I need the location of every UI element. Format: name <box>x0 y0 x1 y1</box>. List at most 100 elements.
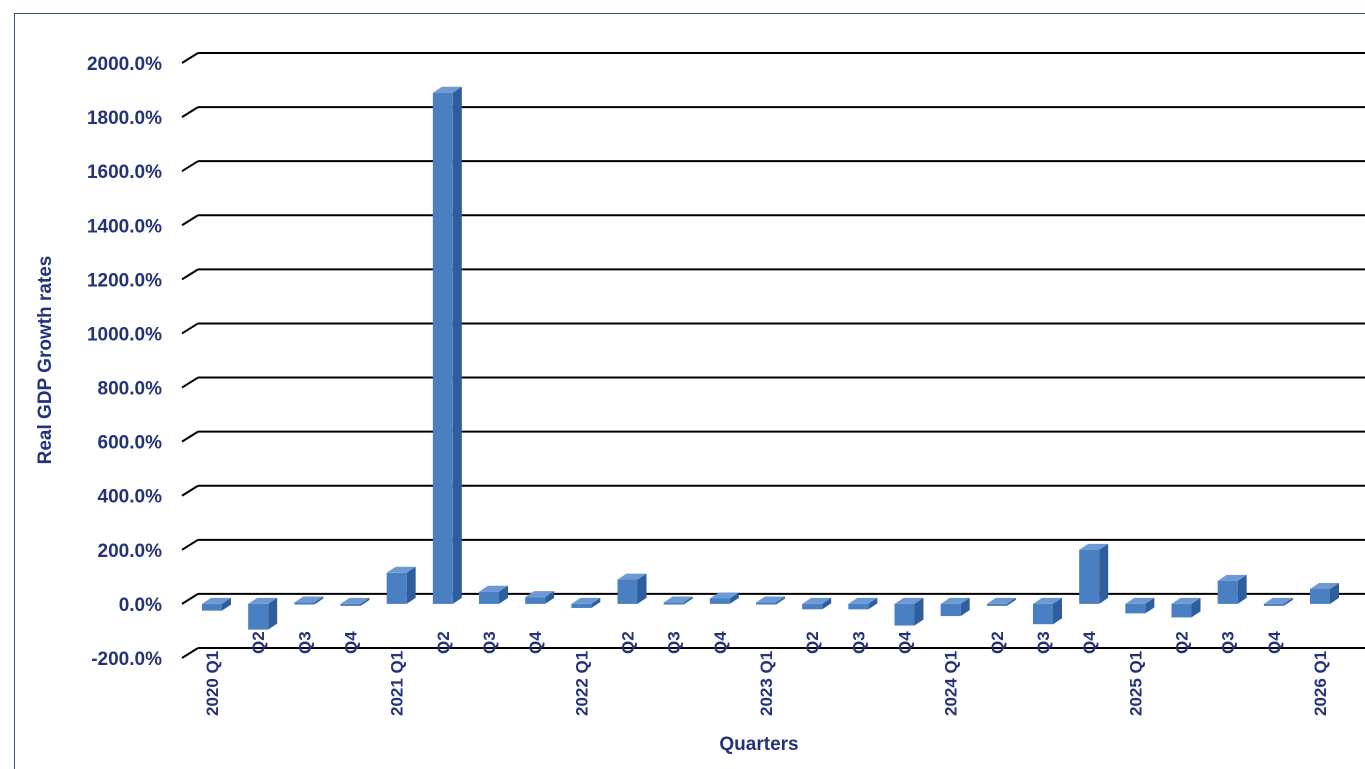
bar-side <box>960 597 970 617</box>
bar <box>432 86 462 604</box>
bar-front <box>617 579 638 604</box>
bar <box>248 597 278 630</box>
y-tick-label: -200.0% <box>91 649 162 670</box>
bar <box>663 596 693 605</box>
x-category-label: Q4 <box>342 631 361 654</box>
bar <box>386 566 416 604</box>
bar-front <box>1079 549 1100 604</box>
x-category-label: 2023 Q1 <box>757 651 776 716</box>
bar-side <box>1099 543 1109 604</box>
bar-side <box>406 566 416 604</box>
bar <box>525 591 555 604</box>
bar-side <box>776 596 785 605</box>
y-tick-label: 400.0% <box>98 487 163 508</box>
bar-top <box>617 573 647 580</box>
bar-side <box>1191 597 1201 618</box>
bar-side <box>683 596 693 605</box>
x-category-label: Q3 <box>849 631 868 654</box>
bar <box>202 597 231 611</box>
bar-top <box>894 597 924 604</box>
y-tick-label: 600.0% <box>98 433 163 454</box>
x-axis-categories: 2020 Q1 Q2 Q3 Q4 2021 Q1 Q2 Q3 Q4 2022 Q1 Q2 Q3 Q4 2… <box>203 631 1330 716</box>
x-category-label: Q3 <box>480 631 499 654</box>
bar <box>1079 543 1109 604</box>
x-category-label: 2026 Q1 <box>1311 651 1330 716</box>
bar-side <box>545 591 555 604</box>
bar-side <box>914 597 924 626</box>
gridline-depth <box>181 322 199 335</box>
bar-front <box>848 603 869 610</box>
bar-top <box>1171 597 1201 604</box>
bar <box>894 597 924 626</box>
x-category-label: Q4 <box>526 631 545 654</box>
bar-side <box>868 597 878 610</box>
bar-top <box>1079 543 1109 550</box>
bar-top <box>756 596 785 603</box>
y-tick-label: 2000.0% <box>87 54 162 75</box>
bar-front <box>1263 603 1284 606</box>
x-category-label: Q2 <box>249 631 268 654</box>
y-tick-label: 1000.0% <box>87 324 162 345</box>
bar-front <box>479 591 499 604</box>
bar-side <box>1237 574 1247 604</box>
bar-front <box>940 603 961 617</box>
x-category-label: Q4 <box>1080 631 1099 654</box>
x-category-label: Q2 <box>1173 631 1192 654</box>
gridline-depth <box>181 376 199 389</box>
bar-front <box>1125 603 1146 614</box>
bar-top <box>1033 597 1062 604</box>
bar-front <box>663 602 684 605</box>
bar-side <box>1330 583 1339 604</box>
x-category-label: 2021 Q1 <box>388 651 407 716</box>
bar-top <box>1310 583 1339 590</box>
x-category-label: 2025 Q1 <box>1126 651 1145 716</box>
y-tick-label: 200.0% <box>98 541 163 562</box>
bar <box>802 597 832 610</box>
bar-top <box>294 596 324 603</box>
x-category-label: Q2 <box>434 631 453 654</box>
bar-front <box>1310 589 1330 604</box>
y-axis-title: Real GDP Growth rates <box>35 256 56 465</box>
bar <box>617 573 647 604</box>
x-category-label: Q2 <box>803 631 822 654</box>
y-tick-label: 0.0% <box>119 595 162 616</box>
y-tick-label: 800.0% <box>98 379 163 400</box>
bar-front <box>986 603 1007 606</box>
bar-top <box>986 597 1016 604</box>
bar-top <box>479 585 508 592</box>
bar-top <box>386 566 416 573</box>
x-axis-title: Quarters <box>719 734 798 755</box>
gridline-depth <box>181 538 199 551</box>
x-category-label: Q3 <box>1219 631 1238 654</box>
bar-front <box>571 603 592 608</box>
bar <box>1033 597 1062 625</box>
bar <box>848 597 878 610</box>
bar-front <box>294 602 315 605</box>
bar-side <box>1053 597 1062 625</box>
bar <box>986 597 1016 606</box>
bar <box>1310 583 1339 604</box>
gridlines <box>181 52 1365 659</box>
bar-front <box>386 572 407 604</box>
bar-top <box>663 596 693 603</box>
bar <box>940 597 970 617</box>
bar-front <box>525 597 546 604</box>
bar <box>479 585 508 604</box>
bar <box>340 597 370 606</box>
gridline-depth <box>181 647 199 659</box>
bar-side <box>222 597 231 611</box>
gridline-depth <box>181 484 199 497</box>
bar-front <box>432 92 453 604</box>
bar-front <box>709 598 730 604</box>
gridline-depth <box>181 593 199 605</box>
bar <box>756 596 785 605</box>
bar-top <box>1125 597 1155 604</box>
y-axis-ticks: -200.0% 0.0% 200.0% 400.0% 600.0% 800.0% 1000.… <box>87 54 162 670</box>
bar-top <box>709 592 739 599</box>
bar-side <box>637 573 647 604</box>
bar-side <box>1283 597 1293 606</box>
x-category-label: Q4 <box>896 631 915 654</box>
bars <box>202 86 1339 630</box>
bar-top <box>340 597 370 604</box>
